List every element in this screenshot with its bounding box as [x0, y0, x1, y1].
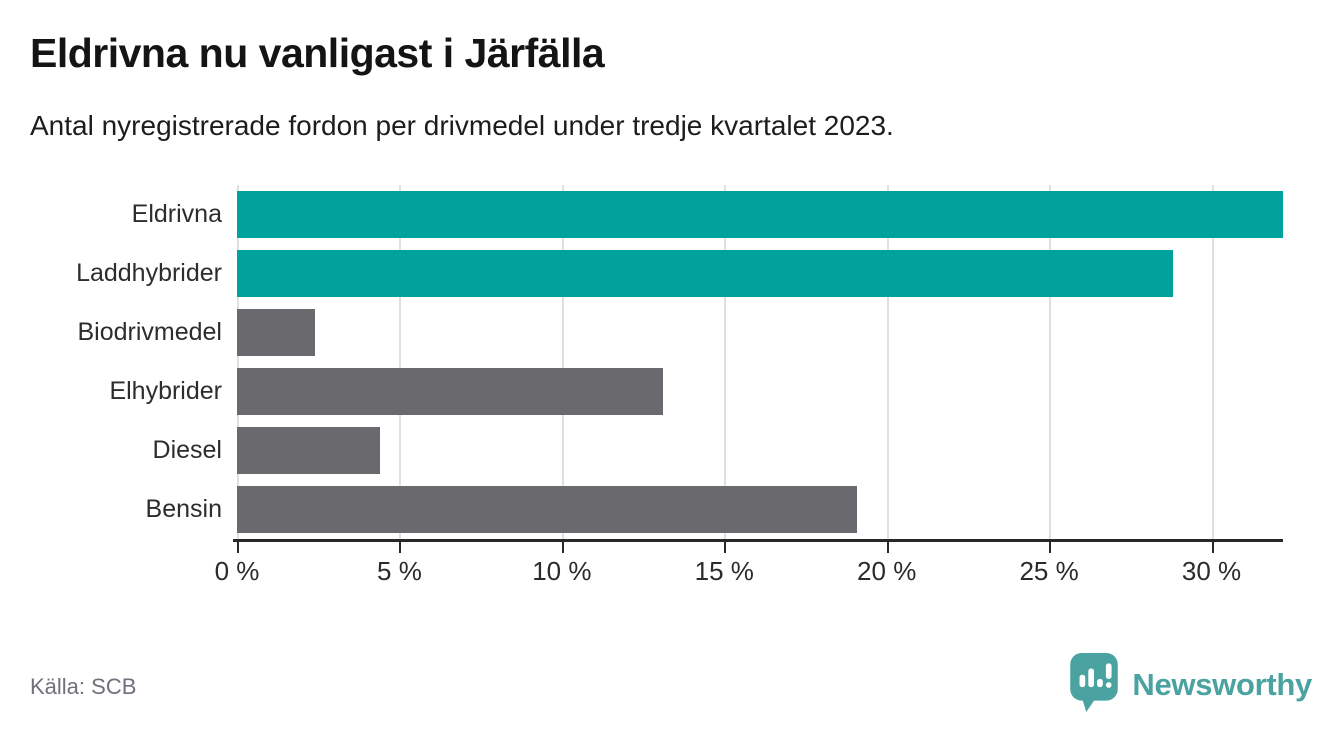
x-axis-tick-label-5: 5 %	[377, 556, 422, 586]
y-axis-category-labels: Eldrivna Laddhybrider Biodrivmedel Elhybrid…	[0, 185, 222, 539]
newsworthy-speech-bubble-bar-chart-icon	[1069, 652, 1119, 719]
bar-laddhybrider	[237, 250, 1173, 297]
gridline-20-percent	[886, 185, 889, 539]
brand-name: Newsworthy	[1132, 667, 1312, 702]
gridline-10-percent	[561, 185, 564, 539]
bar-elhybrider	[237, 368, 663, 415]
x-axis-tick-label-25: 25 %	[1019, 556, 1079, 586]
plot-area	[237, 185, 1283, 539]
bar-eldrivna	[237, 191, 1283, 238]
category-label-laddhybrider: Laddhybrider	[76, 259, 222, 287]
category-label-bensin: Bensin	[145, 495, 222, 523]
category-label-elhybrider: Elhybrider	[109, 377, 222, 405]
chart-subtitle: Antal nyregistrerade fordon per drivmede…	[30, 110, 894, 141]
x-axis-tick-20	[886, 542, 889, 553]
x-axis-tick-label-10: 10 %	[532, 556, 592, 586]
x-axis-tick-label-20: 20 %	[857, 556, 917, 586]
gridline-0-percent	[237, 185, 239, 539]
x-axis-tick-30	[1211, 542, 1214, 553]
x-axis-tick-25	[1049, 542, 1052, 553]
chart-title: Eldrivna nu vanligast i Järfälla	[30, 30, 605, 76]
x-axis-line	[233, 539, 1283, 542]
x-axis-tick-5	[399, 542, 402, 553]
gridline-25-percent	[1049, 185, 1052, 539]
bar-bensin	[237, 486, 858, 533]
bar-biodrivmedel	[237, 309, 315, 356]
gridline-30-percent	[1211, 185, 1214, 539]
category-label-eldrivna: Eldrivna	[131, 200, 222, 228]
category-label-biodrivmedel: Biodrivmedel	[77, 318, 222, 346]
category-label-diesel: Diesel	[152, 436, 222, 464]
x-axis-tick-label-30: 30 %	[1181, 556, 1242, 586]
bar-diesel	[237, 427, 380, 474]
gridline-15-percent	[724, 185, 727, 539]
brand-logo: Newsworthy	[1069, 652, 1312, 719]
x-axis-tick-label-15: 15 %	[694, 556, 754, 586]
x-axis-tick-10	[561, 542, 564, 553]
gridline-5-percent	[399, 185, 402, 539]
x-axis-tick-label-0: 0 %	[214, 556, 260, 586]
x-axis-tick-15	[724, 542, 727, 553]
x-axis-tick-0	[237, 542, 239, 553]
source-note: Källa: SCB	[30, 674, 137, 699]
